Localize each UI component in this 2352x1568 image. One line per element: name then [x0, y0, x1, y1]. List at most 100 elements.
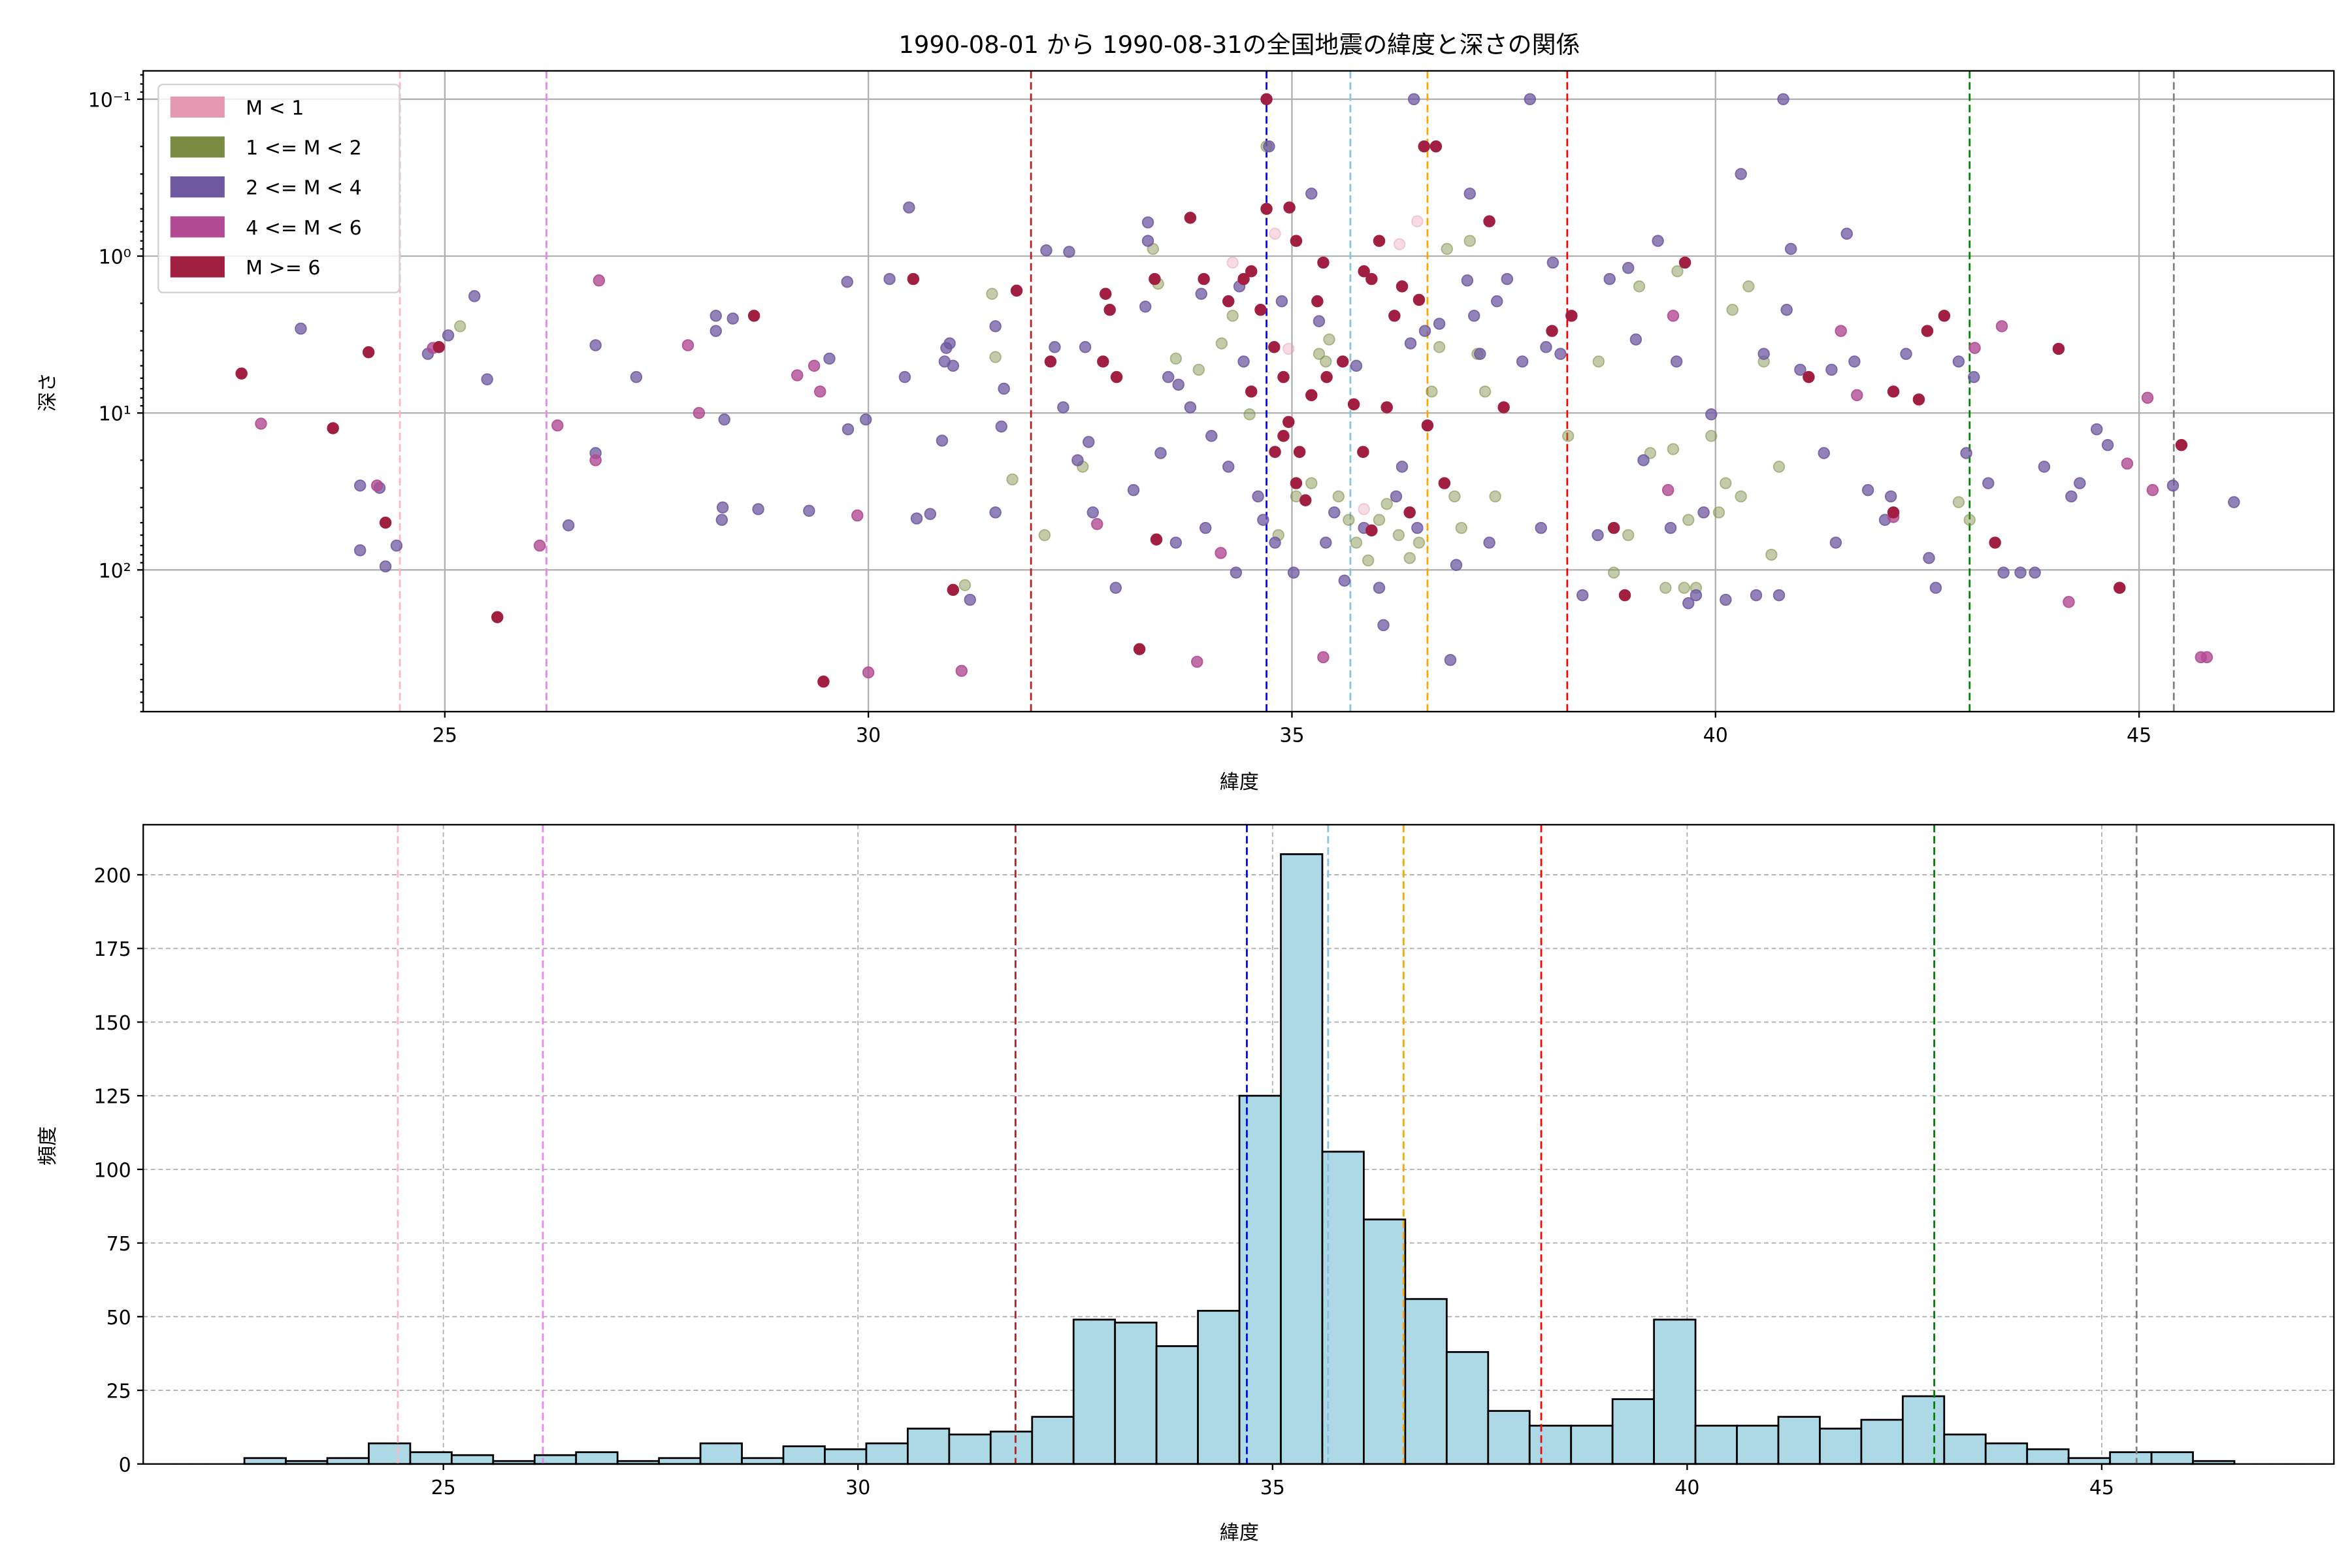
scatter-point: [1243, 408, 1256, 421]
scatter-point: [1682, 514, 1695, 527]
scatter-point: [1483, 536, 1495, 549]
scatter-point: [1989, 536, 2001, 549]
histogram-x-tick-label: 45: [2089, 1477, 2114, 1499]
scatter-point: [1444, 653, 1457, 666]
scatter-point: [1358, 503, 1370, 515]
scatter-y-tick-label: 10⁻¹: [88, 89, 131, 112]
scatter-point: [1222, 295, 1235, 308]
scatter-point: [1393, 238, 1406, 251]
scatter-x-label: 緯度: [1220, 771, 1259, 794]
scatter-point: [1392, 529, 1405, 542]
scatter-point: [1735, 490, 1747, 503]
scatter-point: [943, 337, 956, 350]
scatter-point: [1750, 589, 1763, 602]
scatter-point: [1287, 566, 1300, 579]
scatter-point: [1742, 280, 1755, 293]
scatter-point: [1226, 256, 1239, 269]
scatter-point: [841, 423, 855, 436]
scatter-point: [936, 434, 949, 447]
scatter-point: [1191, 655, 1203, 668]
scatter-point: [255, 417, 267, 430]
scatter-point: [2166, 479, 2180, 492]
scatter-point: [1230, 566, 1243, 579]
scatter-point: [589, 339, 602, 351]
scatter-point: [1429, 140, 1443, 153]
legend-swatch: [170, 136, 225, 158]
scatter-point: [1169, 352, 1183, 365]
scatter-point: [2038, 461, 2051, 473]
histogram-bar: [1031, 1416, 1075, 1465]
scatter-point: [1777, 93, 1789, 106]
scatter-point: [1350, 536, 1363, 549]
scatter-point: [1825, 363, 1838, 376]
legend: M < 1 1 <= M < 2 2 <= M < 4 4 <= M < 6 M >= …: [157, 84, 400, 293]
scatter-point: [491, 611, 504, 623]
histogram-bar: [2067, 1457, 2112, 1465]
histogram-bar: [782, 1445, 826, 1465]
scatter-point: [1109, 581, 1122, 594]
histogram-bar: [1819, 1428, 1863, 1465]
scatter-point: [1618, 589, 1631, 602]
scatter-series: [1226, 215, 1424, 515]
histogram-bar: [1238, 1094, 1282, 1465]
scatter-point: [1192, 363, 1205, 376]
scatter-point: [327, 422, 339, 434]
scatter-point: [1622, 261, 1635, 274]
scatter-point: [1317, 256, 1330, 269]
histogram-bar: [906, 1428, 951, 1465]
scatter-point: [1535, 521, 1547, 534]
scatter-point: [1861, 483, 1874, 497]
histogram-bar: [368, 1442, 412, 1465]
scatter-point: [1667, 310, 1680, 322]
scatter-point: [1565, 310, 1578, 322]
scatter-point: [1380, 498, 1393, 510]
legend-swatch: [170, 176, 225, 198]
scatter-point: [817, 676, 830, 688]
histogram-x-tick-label: 40: [1674, 1477, 1699, 1499]
histogram-y-label: 頻度: [37, 1126, 59, 1166]
scatter-point: [1463, 235, 1476, 247]
scatter-point: [1380, 401, 1393, 414]
scatter-point: [1952, 355, 1965, 368]
histogram-bar: [409, 1451, 453, 1465]
chart-title: 1990-08-01 から 1990-08-31の全国地震の緯度と深さの関係: [898, 31, 1580, 59]
scatter-point: [1317, 651, 1330, 664]
scatter-point: [1887, 385, 1900, 398]
scatter-point: [1404, 337, 1417, 350]
histogram-bar: [1072, 1318, 1117, 1465]
scatter-point: [379, 560, 392, 573]
histogram-bar: [1570, 1424, 1614, 1465]
scatter-point: [1293, 446, 1306, 458]
scatter-point: [2141, 391, 2154, 404]
scatter-point: [851, 509, 864, 522]
scatter-point: [1524, 93, 1537, 106]
scatter-point: [716, 501, 729, 514]
scatter-point: [1441, 242, 1453, 255]
scatter-point: [1818, 447, 1830, 459]
scatter-point: [1592, 355, 1605, 368]
scatter-series: [235, 93, 2188, 688]
scatter-point: [362, 346, 375, 359]
scatter-point: [903, 201, 915, 214]
scatter-point: [1071, 454, 1084, 466]
histogram-y-tick-label: 150: [94, 1012, 131, 1035]
scatter-point: [390, 539, 403, 552]
scatter-point: [1198, 272, 1210, 286]
scatter-point: [1421, 419, 1434, 432]
scatter-point: [1554, 348, 1567, 360]
histogram-bar: [1528, 1424, 1573, 1465]
histogram-bar: [1777, 1416, 1821, 1465]
scatter-point: [1277, 370, 1290, 384]
scatter-point: [1263, 140, 1275, 153]
scatter-point: [1110, 370, 1123, 384]
scatter-point: [1546, 325, 1558, 337]
scatter-point: [860, 413, 872, 426]
scatter-point: [1332, 490, 1345, 503]
scatter-point: [1633, 280, 1646, 293]
histogram-bar: [1653, 1318, 1697, 1465]
histogram-x-label: 緯度: [1220, 1522, 1259, 1544]
histogram: 25 30 35 40 45 0 25 50 75 100 125 150 175 200 緯度 頻度: [37, 824, 2335, 1544]
scatter-point: [1607, 566, 1620, 579]
scatter-point: [1038, 529, 1051, 542]
scatter-point: [370, 479, 384, 492]
